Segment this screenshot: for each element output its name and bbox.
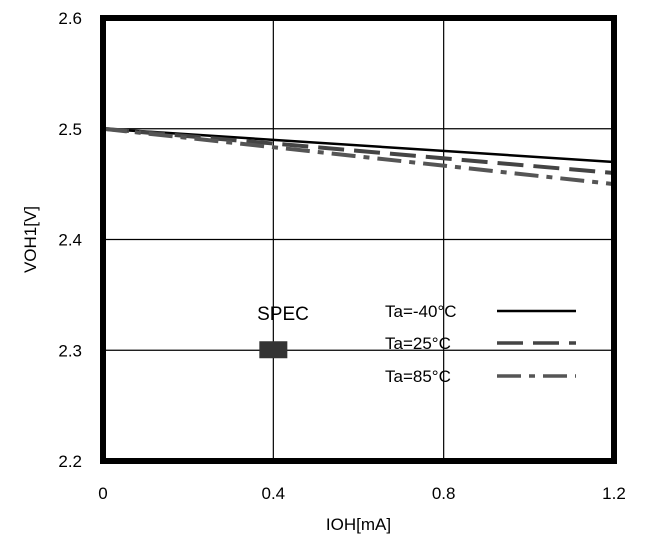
spec-label: SPEC	[257, 304, 309, 325]
y-tick-labels: 2.2 2.3 2.4 2.5 2.6	[58, 9, 82, 471]
y-tick-label: 2.6	[58, 9, 82, 28]
legend-label: Ta=-40°C	[385, 302, 457, 321]
x-tick-label: 0	[98, 484, 107, 503]
y-tick-label: 2.3	[58, 341, 82, 360]
y-axis-label: VOH1[V]	[21, 206, 40, 273]
legend: Ta=-40°C Ta=25°C Ta=85°C	[385, 302, 576, 386]
series-lines	[102, 126, 615, 187]
x-axis-label: IOH[mA]	[326, 515, 391, 534]
series-line	[102, 126, 615, 187]
x-tick-label: 0.8	[432, 484, 456, 503]
legend-label: Ta=85°C	[385, 367, 451, 386]
legend-label: Ta=25°C	[385, 334, 451, 353]
y-tick-label: 2.2	[58, 452, 82, 471]
x-tick-label: 1.2	[602, 484, 626, 503]
plot-frame	[100, 15, 617, 464]
series-line	[102, 126, 615, 176]
x-tick-labels: 0 0.4 0.8 1.2	[98, 484, 626, 503]
spec-marker	[259, 341, 288, 359]
y-tick-label: 2.4	[58, 231, 82, 250]
grid-lines	[103, 18, 614, 461]
y-tick-label: 2.5	[58, 120, 82, 139]
x-tick-label: 0.4	[262, 484, 286, 503]
